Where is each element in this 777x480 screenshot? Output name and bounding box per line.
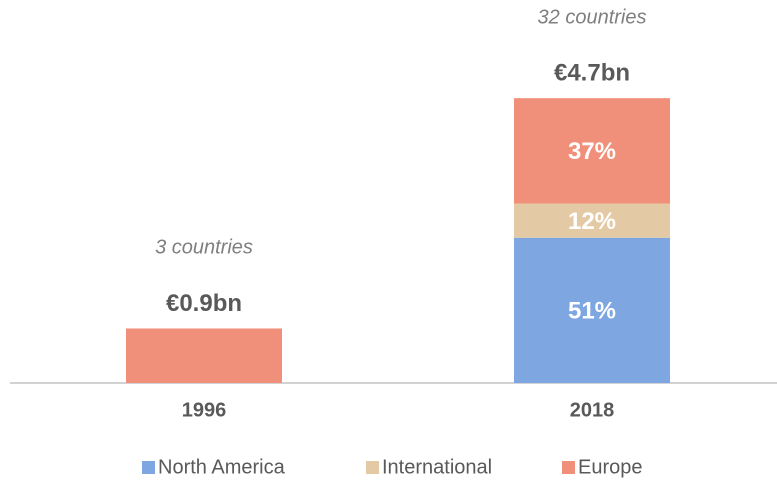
bar-segment [514, 203, 670, 238]
legend-label: North America [158, 456, 286, 478]
legend-swatch [142, 461, 155, 474]
segment-label: 37% [568, 138, 616, 165]
legend-label: Europe [578, 456, 643, 478]
bar-segment [514, 98, 670, 204]
bar-segment [126, 328, 282, 383]
annotation: 32 countries [538, 6, 647, 28]
segment-label: 51% [568, 298, 616, 325]
x-tick-label: 2018 [570, 399, 615, 421]
legend-swatch [562, 461, 575, 474]
x-tick-label: 1996 [182, 399, 227, 421]
segment-label: 12% [568, 208, 616, 235]
annotation: 3 countries [155, 237, 253, 259]
total-label: €4.7bn [554, 60, 630, 87]
total-label: €0.9bn [166, 290, 242, 317]
legend-swatch [366, 461, 379, 474]
bar-segment [514, 237, 670, 383]
legend-label: International [382, 456, 492, 478]
